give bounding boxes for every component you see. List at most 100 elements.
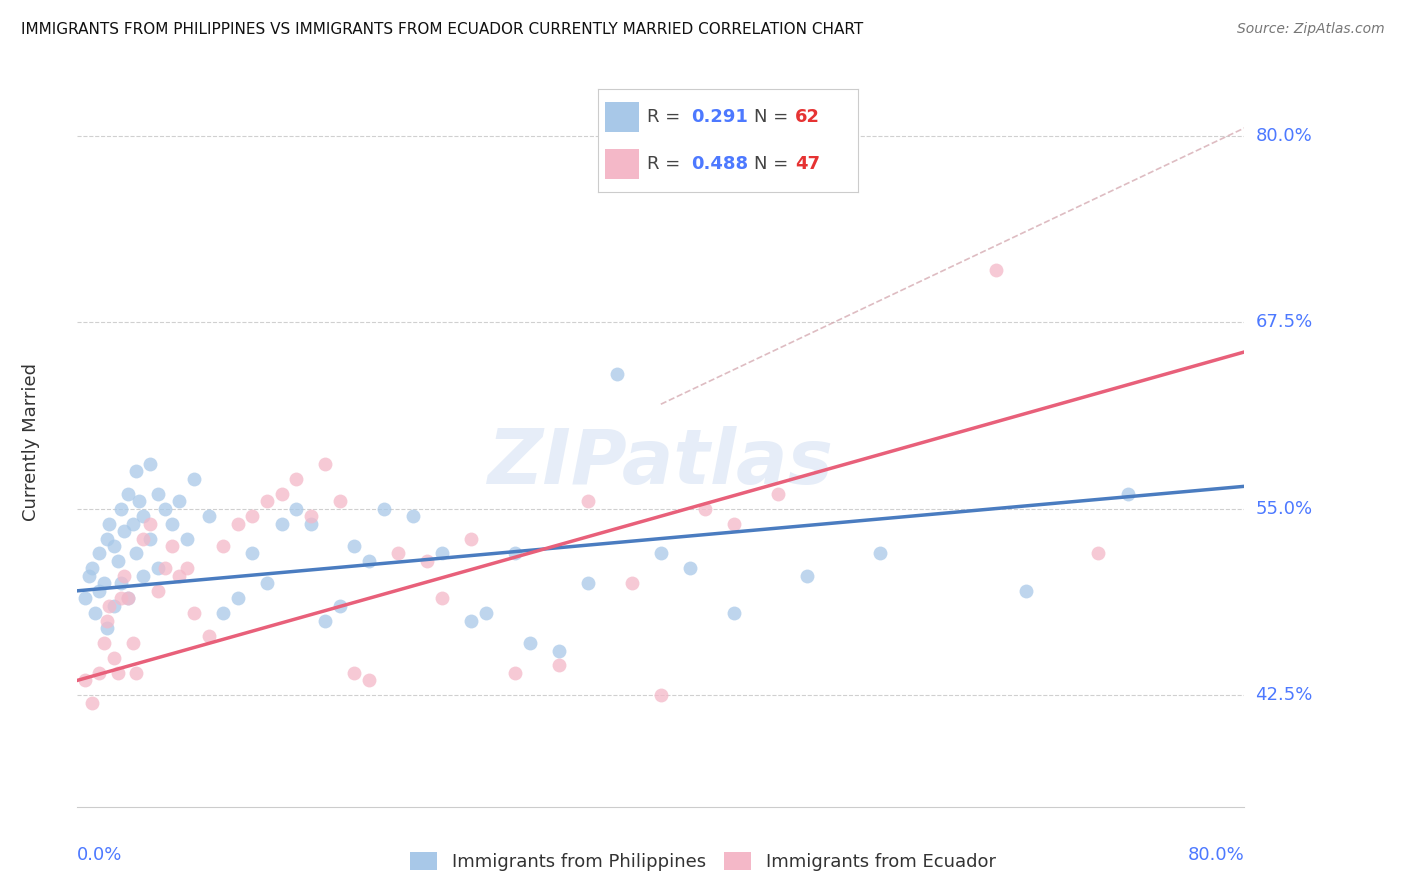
- Point: [73, 591, 96, 606]
- Point: [606, 368, 628, 382]
- Point: [124, 464, 148, 478]
- Point: [132, 532, 155, 546]
- Point: [869, 547, 891, 561]
- Point: [242, 547, 264, 561]
- Point: [329, 494, 352, 508]
- Point: [96, 532, 118, 546]
- Point: [402, 509, 425, 524]
- Point: [77, 569, 100, 583]
- Point: [1087, 547, 1109, 561]
- Point: [357, 554, 380, 568]
- Point: [285, 501, 308, 516]
- Bar: [606, 149, 640, 179]
- Point: [343, 665, 366, 680]
- Text: Currently Married: Currently Married: [21, 362, 39, 521]
- Point: [110, 501, 132, 516]
- Point: [160, 539, 183, 553]
- Text: 42.5%: 42.5%: [1256, 686, 1313, 705]
- Point: [153, 561, 176, 575]
- Point: [132, 509, 155, 524]
- Point: [314, 457, 336, 471]
- Text: R =: R =: [647, 155, 686, 173]
- Text: Source: ZipAtlas.com: Source: ZipAtlas.com: [1237, 22, 1385, 37]
- Point: [212, 606, 235, 620]
- Point: [83, 606, 105, 620]
- Point: [139, 532, 162, 546]
- Text: N =: N =: [754, 108, 793, 126]
- Point: [98, 516, 121, 531]
- Point: [343, 539, 366, 553]
- Point: [96, 621, 118, 635]
- Point: [519, 636, 541, 650]
- Point: [693, 501, 716, 516]
- Text: R =: R =: [647, 108, 686, 126]
- Point: [146, 487, 169, 501]
- Point: [183, 472, 205, 486]
- Point: [314, 614, 336, 628]
- Point: [620, 576, 643, 591]
- Point: [124, 547, 148, 561]
- Point: [723, 516, 745, 531]
- Point: [110, 576, 132, 591]
- Point: [107, 554, 129, 568]
- Point: [460, 532, 482, 546]
- Text: 80.0%: 80.0%: [1188, 847, 1244, 864]
- Point: [98, 599, 121, 613]
- Point: [256, 576, 278, 591]
- Point: [80, 696, 103, 710]
- Text: 67.5%: 67.5%: [1256, 313, 1313, 331]
- Point: [80, 561, 103, 575]
- Bar: [606, 102, 640, 132]
- Point: [128, 494, 150, 508]
- Point: [576, 494, 599, 508]
- Point: [139, 516, 162, 531]
- Point: [723, 606, 745, 620]
- Point: [117, 591, 139, 606]
- Point: [103, 539, 125, 553]
- Point: [112, 524, 135, 538]
- Point: [183, 606, 205, 620]
- Point: [650, 547, 672, 561]
- Point: [176, 561, 198, 575]
- Point: [176, 532, 198, 546]
- Point: [93, 636, 115, 650]
- Point: [121, 636, 143, 650]
- Point: [299, 509, 322, 524]
- Point: [329, 599, 352, 613]
- Point: [110, 591, 132, 606]
- Point: [766, 487, 789, 501]
- Point: [460, 614, 482, 628]
- Point: [197, 509, 219, 524]
- Text: 62: 62: [796, 108, 820, 126]
- Point: [197, 629, 219, 643]
- Text: N =: N =: [754, 155, 793, 173]
- Point: [387, 547, 409, 561]
- Point: [986, 263, 1008, 277]
- Point: [73, 673, 96, 688]
- Point: [416, 554, 439, 568]
- Text: IMMIGRANTS FROM PHILIPPINES VS IMMIGRANTS FROM ECUADOR CURRENTLY MARRIED CORRELA: IMMIGRANTS FROM PHILIPPINES VS IMMIGRANT…: [21, 22, 863, 37]
- Point: [503, 547, 526, 561]
- Text: 55.0%: 55.0%: [1256, 500, 1313, 517]
- Point: [270, 516, 292, 531]
- Text: ZIPatlas: ZIPatlas: [488, 426, 834, 500]
- Point: [270, 487, 292, 501]
- Point: [650, 688, 672, 702]
- Text: 47: 47: [796, 155, 820, 173]
- Point: [212, 539, 235, 553]
- Point: [117, 591, 139, 606]
- Point: [547, 658, 569, 673]
- Point: [93, 576, 115, 591]
- Point: [89, 547, 111, 561]
- Point: [576, 576, 599, 591]
- Point: [226, 516, 249, 531]
- Point: [299, 516, 322, 531]
- Point: [1014, 583, 1036, 598]
- Point: [112, 569, 135, 583]
- Text: 0.488: 0.488: [692, 155, 748, 173]
- Point: [503, 665, 526, 680]
- Point: [1116, 487, 1139, 501]
- Point: [117, 487, 139, 501]
- Point: [169, 494, 191, 508]
- Point: [357, 673, 380, 688]
